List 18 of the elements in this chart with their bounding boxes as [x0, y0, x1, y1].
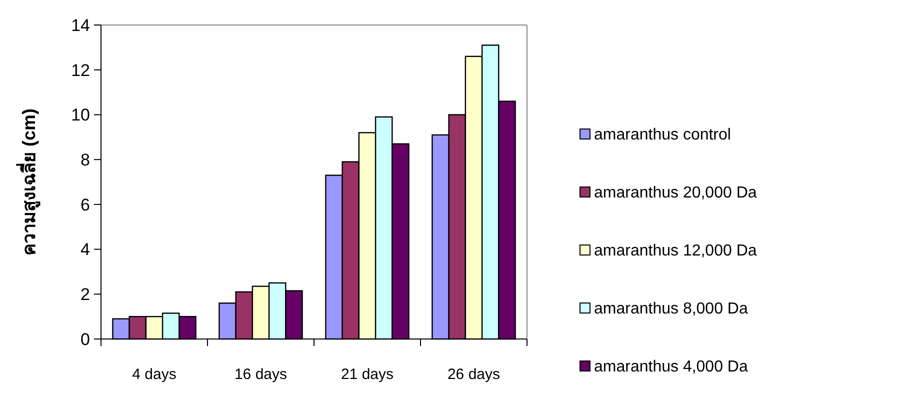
x-tick-label: 26 days — [447, 366, 500, 383]
y-tick-label: 4 — [80, 240, 90, 260]
legend-label: amaranthus 8,000 Da — [594, 300, 748, 318]
y-tick-label: 12 — [71, 60, 90, 80]
x-tick-label: 16 days — [234, 366, 288, 383]
y-tick-label: 14 — [71, 16, 90, 35]
y-tick-label: 0 — [80, 330, 90, 349]
x-tick-label: 21 days — [340, 366, 394, 383]
legend-label: amaranthus 20,000 Da — [594, 184, 757, 202]
x-tick-label: 4 days — [132, 366, 176, 383]
y-tick-label: 10 — [71, 106, 90, 125]
y-tick-label: 8 — [80, 150, 90, 170]
legend-label: amaranthus 12,000 Da — [594, 242, 757, 260]
legend-label: amaranthus control — [594, 126, 731, 144]
y-tick-label: 6 — [80, 195, 90, 214]
y-tick-label: 2 — [80, 285, 90, 304]
y-axis-title: ความสูงเฉลี่ย (cm) — [16, 108, 41, 256]
legend-label: amaranthus 4,000 Da — [594, 358, 748, 376]
